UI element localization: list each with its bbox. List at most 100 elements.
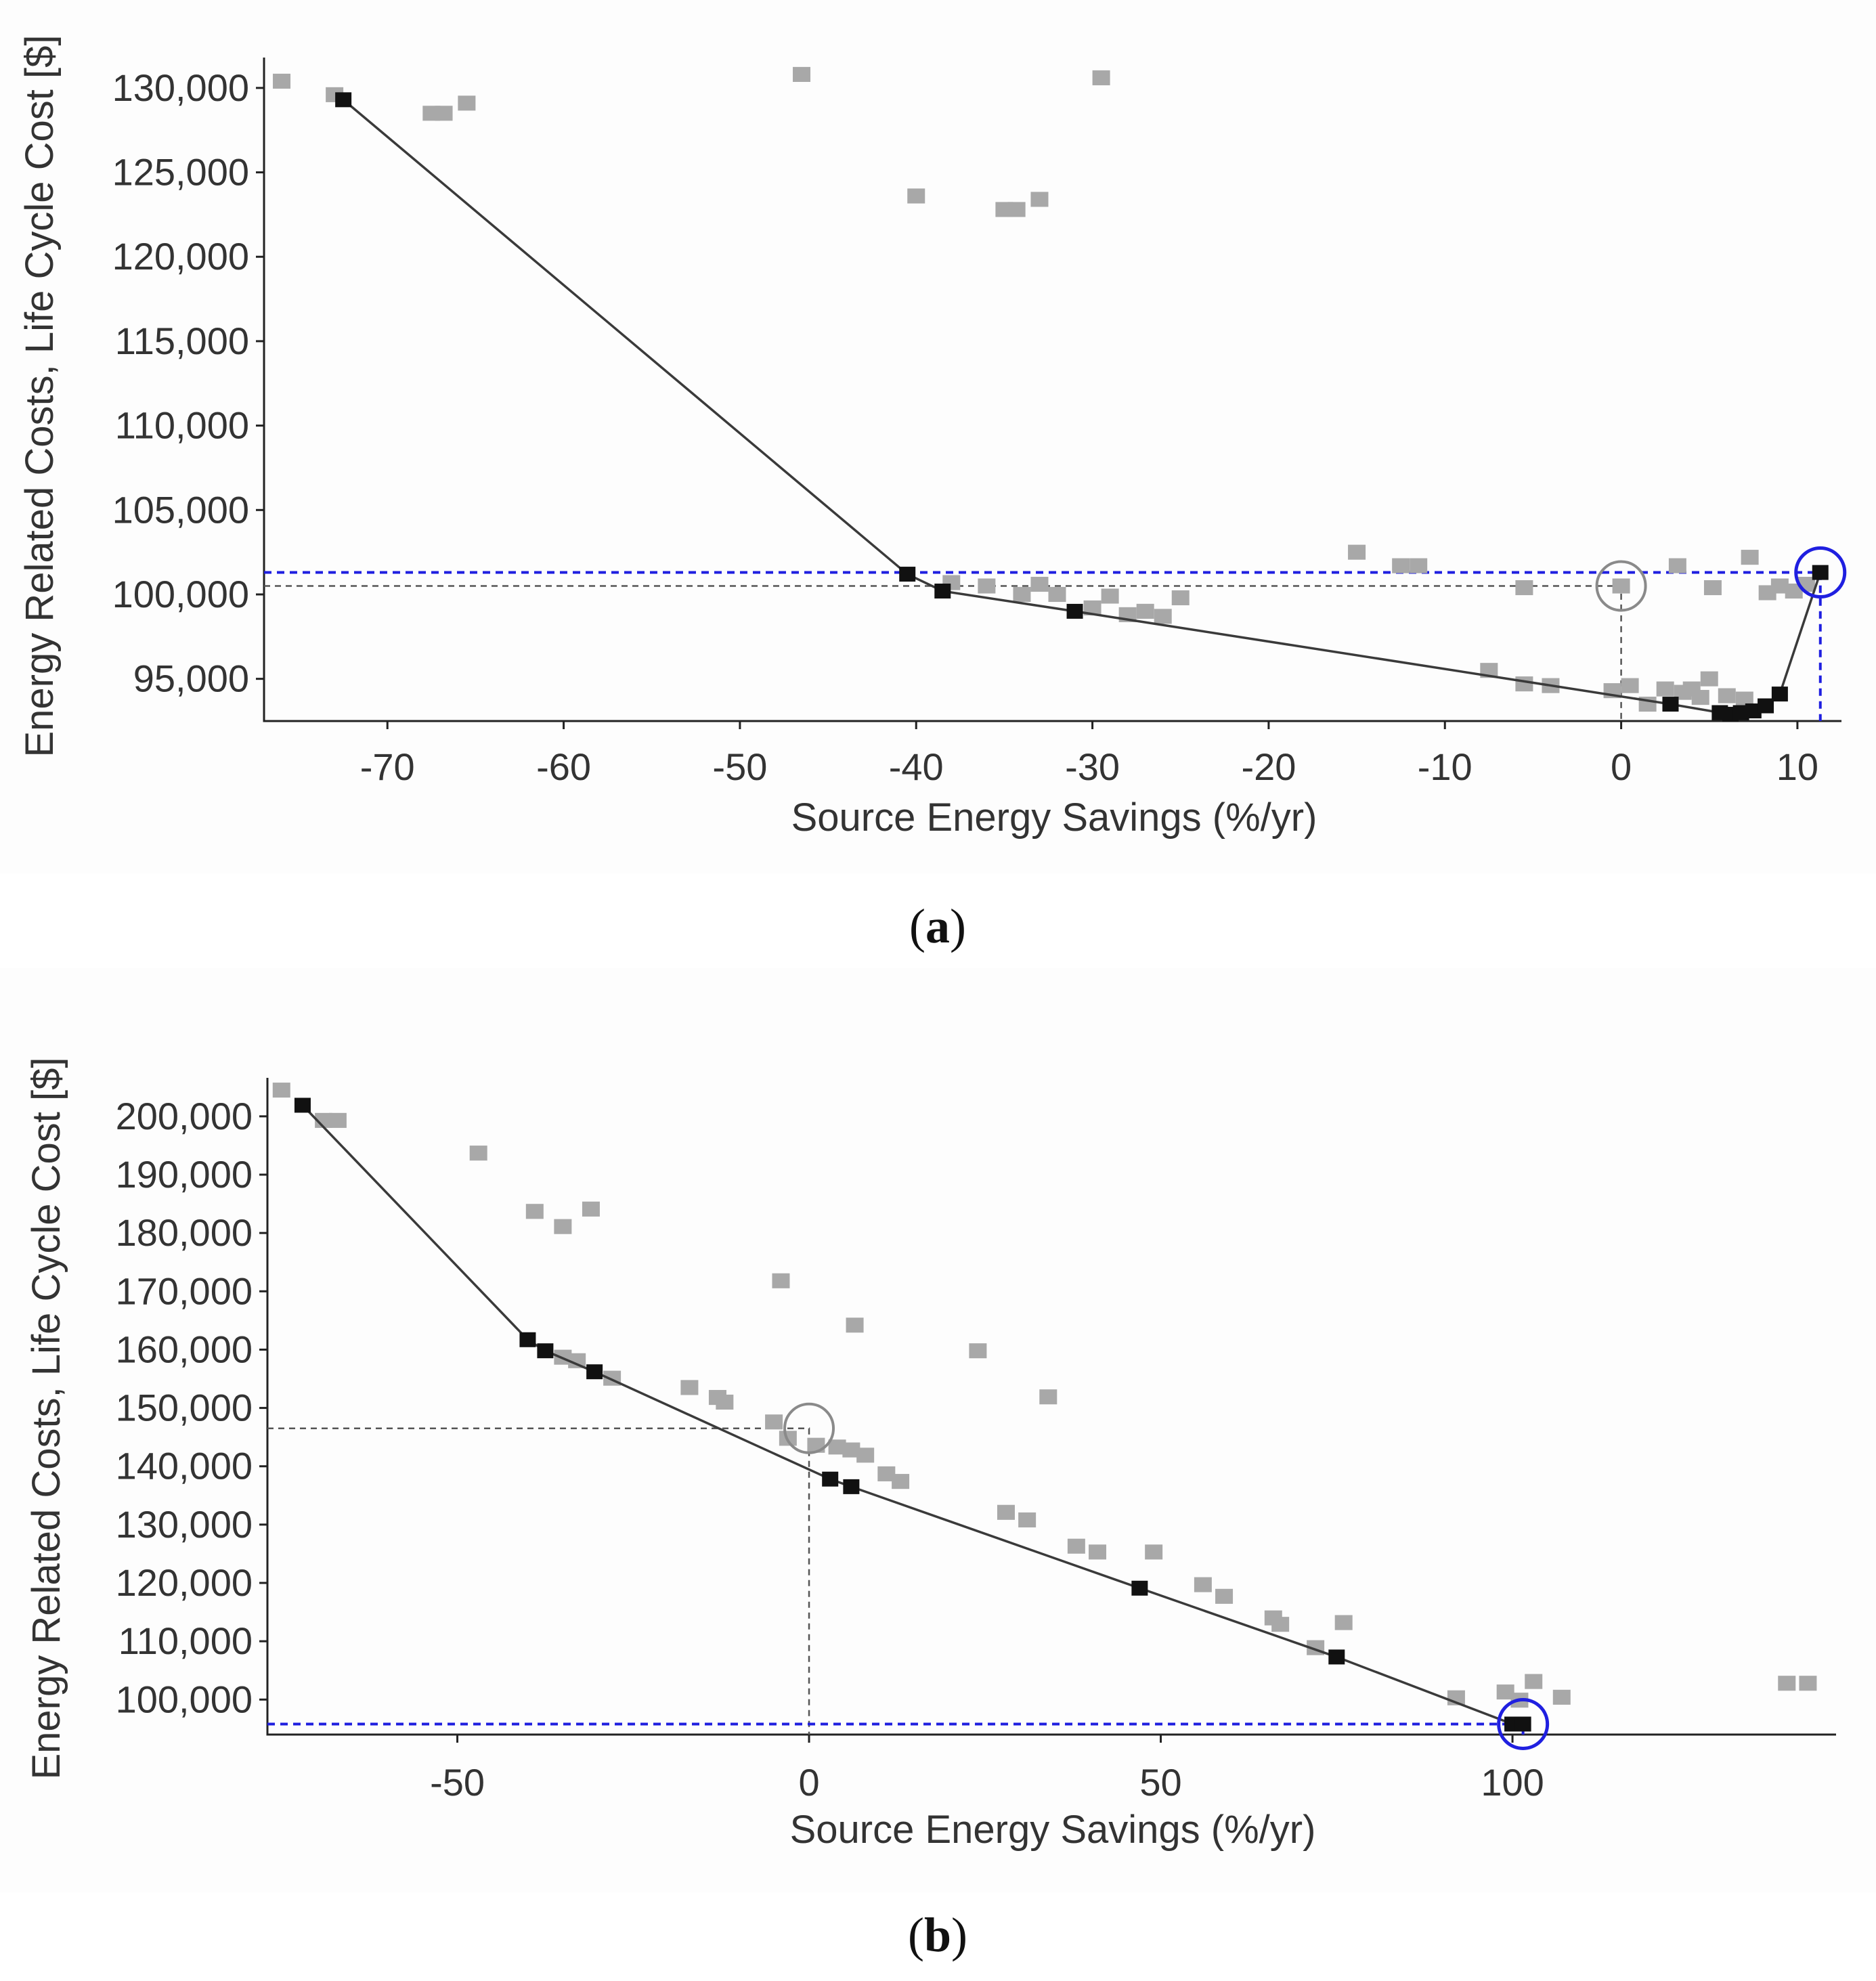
design-option-point: [1348, 544, 1366, 560]
design-option-point: [1621, 678, 1639, 693]
design-option-point: [856, 1447, 875, 1463]
pareto-point: [1758, 698, 1774, 714]
design-option-point: [1018, 1512, 1037, 1528]
design-option-point: [1496, 1684, 1514, 1700]
design-option-point: [1194, 1577, 1212, 1592]
design-option-point: [680, 1380, 699, 1395]
y-tick-label: 170,000: [116, 1269, 253, 1312]
caption-open-paren: (: [909, 899, 925, 953]
design-option-point: [1083, 600, 1101, 615]
design-option-point: [1525, 1674, 1543, 1689]
optimum-marker: [1497, 1697, 1550, 1750]
design-option-point: [1145, 1544, 1163, 1560]
design-option-point: [969, 1343, 987, 1359]
pareto-point: [1131, 1580, 1148, 1596]
optimum-reference-line: [264, 571, 1822, 721]
y-tick-label: 125,000: [112, 151, 249, 194]
design-option-point: [1691, 690, 1709, 705]
y-tick-label: 130,000: [116, 1503, 253, 1546]
design-option-point: [1136, 603, 1154, 619]
design-option-point: [1392, 558, 1410, 573]
design-option-point: [1030, 192, 1049, 207]
pareto-point: [899, 567, 916, 582]
design-option-point: [1656, 681, 1674, 697]
design-option-point: [582, 1201, 600, 1217]
y-tick-label: 110,000: [115, 404, 249, 447]
design-option-point: [568, 1353, 586, 1368]
y-tick-label: 200,000: [116, 1095, 253, 1137]
x-tick-label: -40: [889, 745, 944, 788]
design-option-point: [272, 1083, 290, 1098]
design-option-point: [1030, 576, 1049, 592]
pareto-point: [934, 583, 951, 598]
x-axis-title: Source Energy Savings (%/yr): [790, 1808, 1316, 1852]
y-tick-label: 130,000: [112, 66, 249, 109]
design-option-point: [793, 66, 811, 82]
x-tick-label: -20: [1241, 745, 1296, 788]
pareto-point: [1771, 687, 1788, 702]
design-option-point: [554, 1219, 572, 1234]
caption-letter: b: [924, 1908, 951, 1962]
design-option-point: [1778, 1676, 1796, 1691]
x-tick-label: 50: [1139, 1761, 1181, 1804]
design-option-point: [1007, 202, 1026, 217]
design-option-point: [435, 106, 453, 121]
design-option-point: [1334, 1615, 1353, 1630]
design-option-point: [1515, 676, 1533, 692]
y-axis-title: Energy Related Costs, Life Cycle Cost [$…: [24, 1057, 68, 1779]
caption-letter: a: [925, 899, 950, 953]
panel-a-background: [0, 0, 1876, 873]
x-tick-label: 10: [1776, 745, 1818, 788]
x-tick-label: 100: [1481, 1761, 1544, 1804]
design-option-point: [1410, 558, 1428, 573]
pareto-point: [1066, 603, 1083, 619]
panel-caption: (b): [908, 1908, 967, 1962]
y-tick-label: 150,000: [116, 1387, 253, 1429]
caption-open-paren: (: [908, 1908, 924, 1962]
design-option-point: [1703, 580, 1722, 596]
pareto-point: [1745, 703, 1762, 719]
design-option-point: [1215, 1588, 1234, 1604]
design-option-point: [1067, 1538, 1085, 1554]
panel-caption: (a): [909, 899, 966, 953]
design-option-point: [877, 1466, 896, 1481]
y-tick-label: 160,000: [116, 1328, 253, 1370]
x-tick-label: 0: [798, 1761, 819, 1804]
pareto-point: [1732, 705, 1749, 720]
design-option-point: [1154, 609, 1172, 624]
pareto-point: [335, 92, 352, 108]
chart-panel-a: Energy Related Costs, Life Cycle Cost [$…: [0, 0, 1876, 953]
x-tick-label: -60: [536, 745, 591, 788]
pareto-point: [822, 1471, 839, 1487]
design-option-point: [1048, 586, 1066, 603]
design-option-point: [716, 1394, 734, 1410]
pareto-front-line: [301, 1104, 1523, 1726]
design-option-point: [846, 1318, 864, 1333]
caption-close-paren: ): [950, 899, 966, 953]
design-option-point: [1271, 1617, 1290, 1632]
x-tick-label: -70: [360, 745, 415, 788]
design-option-point: [1718, 688, 1736, 703]
y-tick-label: 100,000: [112, 573, 249, 615]
pareto-point: [1328, 1649, 1345, 1665]
design-option-point: [1741, 550, 1759, 565]
x-tick-label: -30: [1065, 745, 1120, 788]
design-option-point: [907, 188, 925, 204]
x-tick-label: 0: [1611, 745, 1632, 788]
axis-frame: [263, 58, 1841, 722]
y-tick-label: 180,000: [116, 1211, 253, 1254]
x-axis-title: Source Energy Savings (%/yr): [791, 796, 1317, 840]
panel-b-background: [0, 968, 1876, 1892]
design-option-point: [458, 95, 476, 111]
design-option-point: [1735, 691, 1753, 707]
design-option-point: [1612, 578, 1630, 594]
design-option-point: [1700, 671, 1718, 687]
design-option-point: [328, 1112, 347, 1128]
design-option-point: [1515, 580, 1533, 596]
pareto-point: [537, 1343, 554, 1359]
design-option-point: [469, 1146, 487, 1161]
pareto-point: [294, 1097, 311, 1113]
pareto-point: [519, 1332, 536, 1347]
x-tick-label: -50: [430, 1761, 485, 1804]
